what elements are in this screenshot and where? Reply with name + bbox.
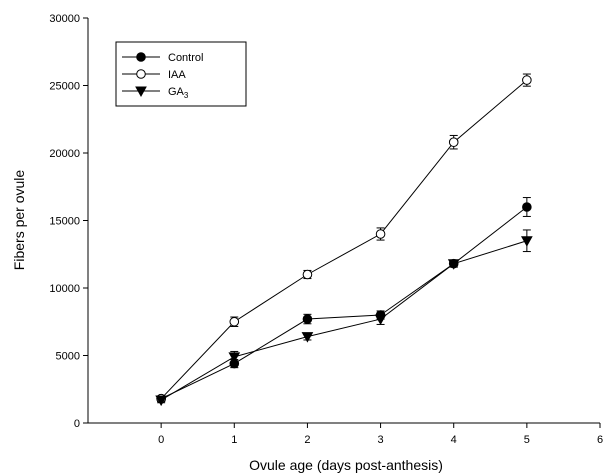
x-tick-label: 4 xyxy=(451,434,457,446)
legend-label: Control xyxy=(168,52,203,64)
legend-marker xyxy=(135,86,147,98)
data-point xyxy=(447,259,460,270)
legend-label: GA3 xyxy=(168,86,189,100)
data-point xyxy=(155,395,167,407)
series-ga xyxy=(155,229,533,407)
data-point xyxy=(521,236,533,247)
y-tick-label: 0 xyxy=(74,418,80,430)
data-point xyxy=(302,269,313,280)
series-iaa xyxy=(156,73,532,404)
x-tick-label: 0 xyxy=(158,434,164,446)
legend-item: Control xyxy=(122,52,203,64)
x-axis-title: Ovule age (days post-anthesis) xyxy=(249,457,443,473)
legend-item: IAA xyxy=(122,69,186,81)
y-tick-label: 10000 xyxy=(49,283,80,295)
data-point xyxy=(375,229,386,239)
y-axis-title: Fibers per ovule xyxy=(11,170,27,271)
data-point xyxy=(374,314,387,326)
y-tick-label: 25000 xyxy=(49,81,80,93)
x-tick-label: 1 xyxy=(231,434,237,446)
data-point xyxy=(229,316,240,327)
legend-marker xyxy=(136,69,146,79)
series-line xyxy=(160,79,528,400)
series-control xyxy=(156,197,532,404)
data-point xyxy=(522,202,532,212)
data-point xyxy=(301,332,314,343)
series-layer xyxy=(155,73,533,407)
series-line xyxy=(160,206,528,400)
x-tick-label: 5 xyxy=(524,434,530,446)
legend-item: GA3 xyxy=(122,86,189,100)
legend: Control IAA GA3 xyxy=(115,41,247,107)
data-point xyxy=(522,75,532,85)
y-tick-label: 20000 xyxy=(49,148,80,160)
legend-label: IAA xyxy=(168,69,186,81)
y-tick-label: 5000 xyxy=(56,351,80,363)
x-tick-label: 6 xyxy=(597,434,603,446)
data-point xyxy=(302,314,313,324)
series-line xyxy=(160,240,528,401)
x-tick-label: 2 xyxy=(304,434,310,446)
x-tick-label: 3 xyxy=(378,434,384,446)
legend-marker xyxy=(136,52,146,62)
data-point xyxy=(448,137,459,147)
y-axis: 0 5000 10000 15000 20000 25000 30000 xyxy=(49,13,88,430)
y-tick-label: 15000 xyxy=(49,216,80,228)
data-point xyxy=(228,352,241,363)
x-axis: 0 1 2 3 4 5 6 xyxy=(158,423,603,446)
y-tick-label: 30000 xyxy=(49,13,80,25)
